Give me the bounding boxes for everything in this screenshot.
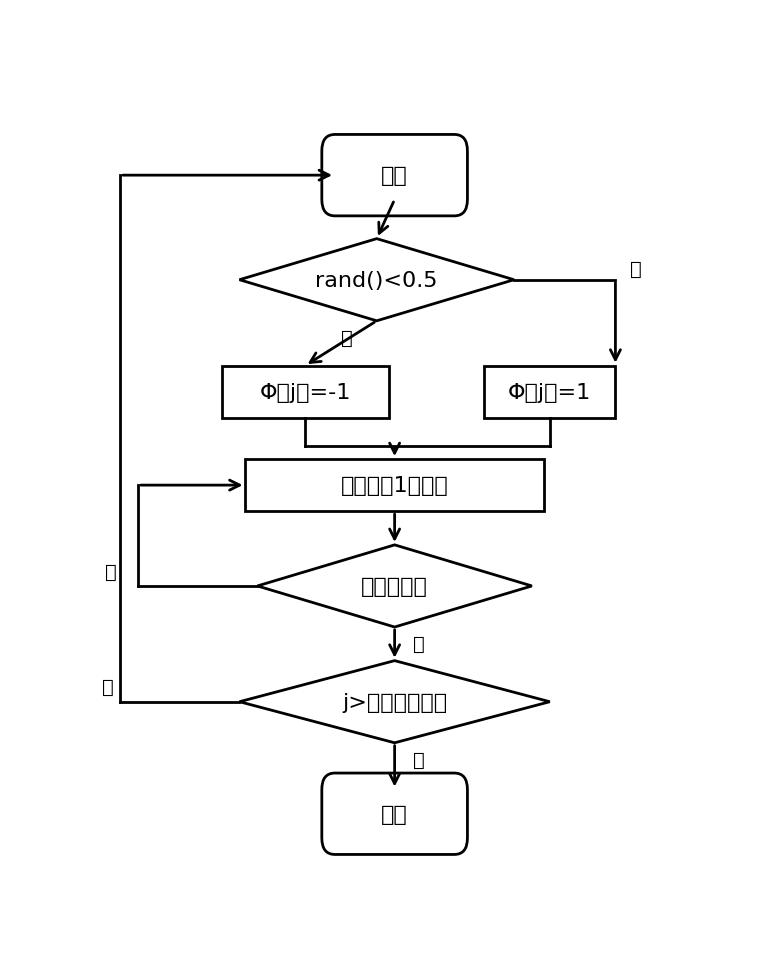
Polygon shape — [257, 546, 532, 627]
Text: 适应度改善: 适应度改善 — [361, 577, 428, 596]
Text: j>最大趋化次数: j>最大趋化次数 — [342, 692, 447, 712]
Text: Φ（j）=1: Φ（j）=1 — [508, 383, 591, 402]
Text: 是: 是 — [105, 562, 117, 580]
Text: 按公式（1）游动: 按公式（1）游动 — [341, 476, 448, 495]
FancyBboxPatch shape — [322, 136, 467, 217]
Text: 结束: 结束 — [381, 804, 408, 824]
Text: 开始: 开始 — [381, 166, 408, 186]
Text: Φ（j）=-1: Φ（j）=-1 — [259, 383, 351, 402]
Bar — [484, 366, 615, 419]
Text: 是: 是 — [341, 328, 353, 347]
FancyBboxPatch shape — [322, 773, 467, 855]
Bar — [222, 366, 389, 419]
Text: 是: 是 — [413, 750, 424, 769]
Polygon shape — [239, 239, 514, 322]
Bar — [246, 459, 544, 512]
Polygon shape — [239, 661, 550, 743]
Text: 否: 否 — [631, 260, 642, 279]
Text: 否: 否 — [102, 677, 114, 697]
Text: 否: 否 — [413, 635, 424, 653]
Text: rand()<0.5: rand()<0.5 — [316, 270, 438, 291]
